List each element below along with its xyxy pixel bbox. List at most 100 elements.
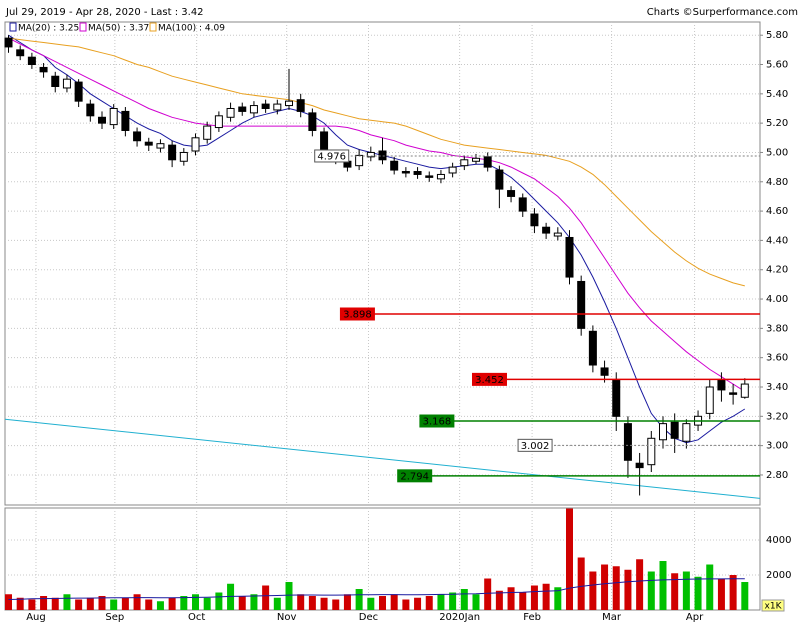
volume-bar [273,597,281,610]
volume-bar [215,592,223,610]
volume-bar [694,576,702,610]
volume-bar [682,571,690,610]
volume-bar [133,594,141,610]
level-label: 3.898 [343,309,372,320]
volume-bar [367,597,375,610]
volume-bar [75,599,83,610]
y-tick-label: 4.20 [766,265,788,276]
candle-body [168,144,177,161]
volume-bar [624,569,632,610]
volume-bar [343,594,351,610]
level-badge [517,438,553,452]
volume-bar [636,559,644,610]
candle-body [51,75,60,87]
candle-body [729,392,738,395]
x-tick-label: Mar [602,612,622,623]
candle-body [507,190,516,197]
level-badge [419,414,455,428]
volume-bar [320,597,328,610]
candle-body [133,131,142,142]
candle-body [542,226,551,234]
candle-body [413,171,422,175]
x-tick-label: Dec [359,612,378,623]
volume-bar [601,564,609,610]
candle-body [156,143,165,149]
candle-body [16,49,25,57]
trendline [4,418,761,499]
legend-label: MA(100) : 4.09 [158,24,225,34]
level-badge [339,307,375,321]
volume-bar [460,589,468,610]
y-tick-label: 5.00 [766,147,788,158]
candle-body [285,100,294,107]
legend-swatch [149,22,157,32]
candle-body [74,81,83,102]
candle-body [483,156,492,168]
candle-body [658,423,667,441]
candle-body [366,151,375,158]
candle-body [436,173,445,180]
price-panel [4,21,761,506]
y-tick-label: 4.80 [766,177,788,188]
candle-body [378,150,387,161]
volume-bar [671,573,679,610]
candle-body [471,157,480,162]
volume-bar [530,585,538,610]
volume-bar [472,594,480,610]
candle-body [179,151,188,162]
volume-bar [238,596,246,610]
x-tick-label: Aug [26,612,46,623]
volume-bar [180,596,188,610]
candle-body [623,423,632,461]
candle-body [717,379,726,391]
candle-body [647,437,656,466]
candle-body [62,78,71,89]
candle-body [86,103,95,117]
candle-body [109,107,118,126]
candle-body [214,115,223,129]
y-tick-label: 3.60 [766,353,788,364]
volume-bar [437,594,445,610]
volume-bar [425,596,433,610]
volume-bar [285,582,293,610]
volume-bar [741,582,749,610]
volume-bar [565,508,573,610]
volume-bar [647,571,655,610]
y-tick-label: 4000 [766,535,791,546]
volume-bar [495,590,503,610]
candle-body [635,462,644,469]
level-label: 3.452 [475,375,504,386]
candle-body [565,236,574,278]
candle-body [588,330,597,366]
legend-swatch [79,22,87,32]
volume-bar [519,592,527,610]
candle-body [308,112,317,131]
candle-body [530,213,539,227]
candle-body [261,103,270,109]
chart-title: Jul 29, 2019 - Apr 28, 2020 - Last : 3.4… [5,7,204,18]
candle-body [740,383,749,398]
candle-body [27,56,36,66]
volume-bar [332,599,340,610]
volume-bar [156,601,164,610]
x-tick-label: Oct [188,612,205,623]
level-label: 3.168 [423,417,452,428]
y-tick-label: 4.40 [766,235,788,246]
y-tick-label: 5.20 [766,118,788,129]
volume-bar [192,594,200,610]
level-badge [471,372,507,386]
volume-bar [203,597,211,610]
volume-bar [542,583,550,610]
volume-bar [51,597,59,610]
candle-body [495,169,504,190]
volume-bar [40,596,48,610]
y-tick-label: 3.40 [766,382,788,393]
candle-body [4,37,13,48]
volume-bar [250,594,258,610]
level-label: 2.794 [400,471,429,482]
candle-body [705,386,714,414]
ma-line [8,37,746,392]
y-tick-label: 5.40 [766,89,788,100]
y-tick-label: 2000 [766,570,791,581]
volume-bar [28,599,36,610]
